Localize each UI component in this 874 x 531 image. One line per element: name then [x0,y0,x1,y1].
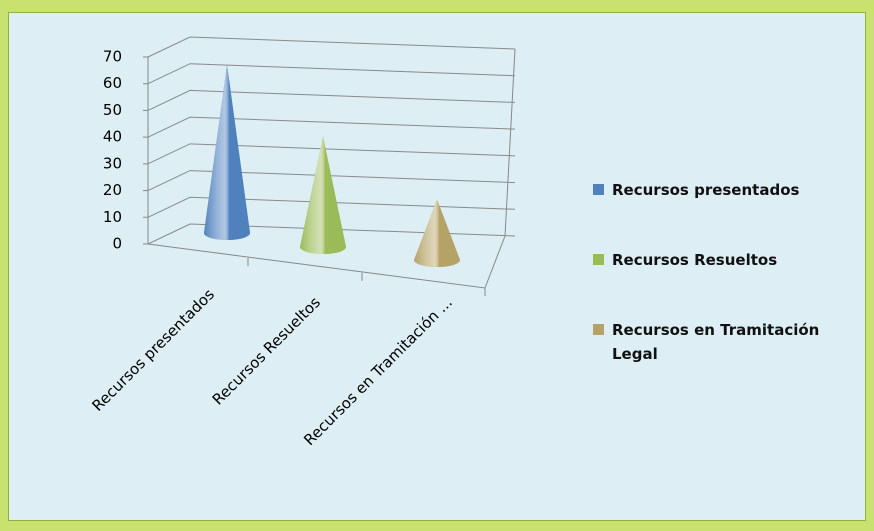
grid-line [147,116,516,138]
grid-line [147,196,516,218]
grid-line [147,63,516,85]
grid-line [147,143,516,165]
legend-swatch [593,324,604,335]
grid-line [147,170,516,192]
x-tick-label: Recursos Resueltos [209,293,324,408]
grid-line [147,89,516,111]
y-tick-label: 0 [112,235,122,253]
cone-shade [414,199,460,267]
floor-edge [147,48,516,289]
cone-shade [204,64,250,241]
legend-label: Recursos en Tramitación Legal [612,321,820,363]
legend-label: Recursos presentados [612,181,800,199]
y-tick-label: 20 [103,181,122,199]
x-tick-label: Recursos en Tramitación ... [300,293,456,449]
cone-shade [300,136,346,254]
grid-line [147,36,516,58]
y-tick-label: 70 [103,48,122,66]
legend-swatch [593,184,604,195]
y-tick-label: 50 [103,101,122,119]
y-tick-label: 10 [103,208,122,226]
y-tick-label: 60 [103,74,122,92]
y-tick-label: 40 [103,128,122,146]
legend-swatch [593,254,604,265]
y-tick-label: 30 [103,154,122,172]
grid-line [147,223,516,245]
x-tick-label: Recursos presentados [88,285,218,415]
legend-label: Recursos Resueltos [612,251,778,269]
